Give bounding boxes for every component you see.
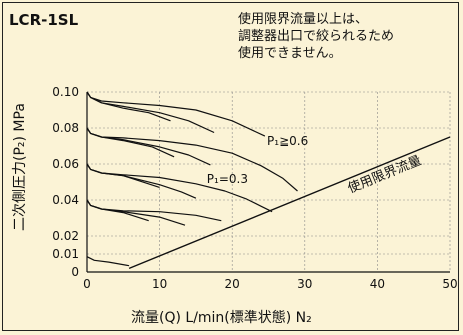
x-axis-label: 流量(Q) L/min(標準状態) N₂	[131, 310, 312, 326]
y-axis-label: 二次側圧力(P₂) MPa	[12, 103, 28, 231]
series-line-9	[86, 163, 160, 188]
y-tick-labels: 0 0.01 0.02 0.04 0.06 0.08 0.10	[52, 85, 79, 279]
y-tick-label-4: 0.06	[52, 157, 79, 171]
annotation-1: P₁≧0.6	[267, 134, 308, 148]
series-line-4	[86, 127, 298, 192]
x-tick-label-4: 40	[370, 277, 385, 291]
x-tick-label-0: 0	[83, 277, 91, 291]
y-tick-label-0: 0	[71, 265, 79, 279]
y-tick-label-5: 0.08	[52, 121, 79, 135]
x-tick-label-1: 10	[152, 277, 167, 291]
annotation-2: P₁=0.3	[207, 172, 248, 186]
series-line-1	[86, 91, 266, 137]
annotations: P₁≧0.6 P₁=0.3	[207, 134, 308, 186]
series-line-13	[86, 256, 130, 267]
note-line-2: 調整器出口で絞られるため	[238, 29, 394, 44]
chart-frame	[2, 2, 459, 331]
y-tick-label-2: 0.02	[52, 229, 79, 243]
series-line-3	[86, 91, 171, 122]
series-line-12	[86, 199, 149, 222]
chart-title: LCR-1SL	[9, 11, 79, 29]
x-tick-label-3: 30	[297, 277, 312, 291]
y-tick-label-1: 0.01	[52, 247, 79, 261]
y-tick-label-3: 0.04	[52, 193, 79, 207]
axes	[86, 92, 450, 273]
limit-line-group: 使用限界流量	[128, 136, 451, 270]
x-tick-label-5: 50	[442, 277, 457, 291]
series-line-2	[86, 91, 215, 134]
x-tick-label-2: 20	[225, 277, 240, 291]
series-group	[86, 91, 298, 267]
limit-line	[128, 136, 451, 270]
x-tick-labels: 0 10 20 30 40 50	[83, 277, 457, 291]
y-tick-label-6: 0.10	[52, 85, 79, 99]
series-line-6	[86, 127, 175, 158]
note-line-3: 使用できません。	[238, 45, 342, 61]
note-line-1: 使用限界流量以上は、	[238, 11, 368, 27]
